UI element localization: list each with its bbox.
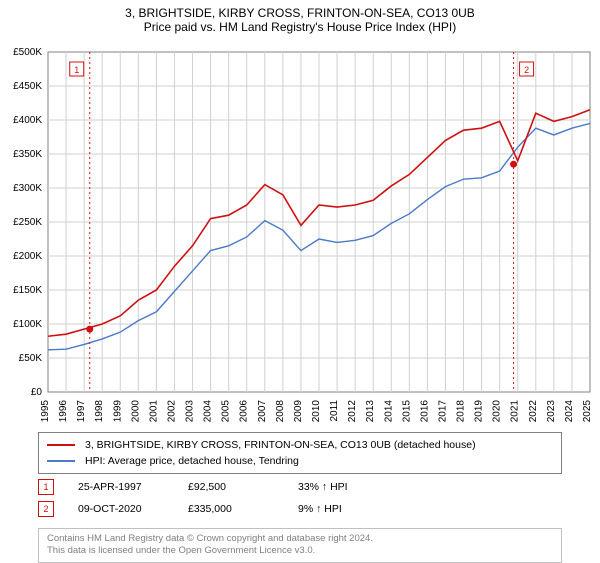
svg-text:2: 2 <box>524 65 529 75</box>
svg-text:2024: 2024 <box>564 400 575 423</box>
footer-line-1: Contains HM Land Registry data © Crown c… <box>47 533 553 545</box>
sale-marker: 2 <box>38 501 54 517</box>
svg-text:1996: 1996 <box>58 400 69 423</box>
svg-text:2002: 2002 <box>166 400 177 423</box>
svg-text:2015: 2015 <box>401 400 412 423</box>
svg-text:£500K: £500K <box>13 47 42 58</box>
legend-swatch-property <box>47 444 75 446</box>
svg-text:£200K: £200K <box>13 251 42 262</box>
legend-row-hpi: HPI: Average price, detached house, Tend… <box>47 453 553 469</box>
legend-swatch-hpi <box>47 460 75 462</box>
sale-delta: 9% ↑ HPI <box>298 503 408 515</box>
svg-text:£350K: £350K <box>13 149 42 160</box>
svg-text:2013: 2013 <box>365 400 376 423</box>
svg-text:£150K: £150K <box>13 285 42 296</box>
svg-text:2018: 2018 <box>456 400 467 423</box>
sale-marker: 1 <box>38 479 54 495</box>
svg-text:2007: 2007 <box>257 400 268 423</box>
svg-text:2014: 2014 <box>383 400 394 423</box>
svg-text:£300K: £300K <box>13 183 42 194</box>
title-block: 3, BRIGHTSIDE, KIRBY CROSS, FRINTON-ON-S… <box>0 0 600 46</box>
svg-text:2025: 2025 <box>582 400 593 423</box>
sale-price: £335,000 <box>188 503 298 515</box>
footer: Contains HM Land Registry data © Crown c… <box>38 528 562 563</box>
svg-text:2012: 2012 <box>347 400 358 423</box>
chart-svg: £0 £50K £100K £150K £200K £250K £300K £350K £400… <box>0 46 600 426</box>
svg-text:2019: 2019 <box>474 400 485 423</box>
sale-row: 2 09-OCT-2020£335,0009% ↑ HPI <box>38 500 562 518</box>
svg-text:2011: 2011 <box>329 400 340 422</box>
svg-text:2001: 2001 <box>148 400 159 423</box>
svg-text:2000: 2000 <box>130 400 141 423</box>
svg-text:2016: 2016 <box>419 400 430 423</box>
svg-text:£450K: £450K <box>13 81 42 92</box>
svg-text:2005: 2005 <box>221 400 232 423</box>
svg-text:2006: 2006 <box>239 400 250 423</box>
title-address: 3, BRIGHTSIDE, KIRBY CROSS, FRINTON-ON-S… <box>0 6 600 20</box>
footer-line-2: This data is licensed under the Open Gov… <box>47 545 553 557</box>
svg-text:2021: 2021 <box>510 400 521 423</box>
title-subtitle: Price paid vs. HM Land Registry's House … <box>0 20 600 34</box>
svg-text:£50K: £50K <box>19 353 43 364</box>
svg-text:£250K: £250K <box>13 217 42 228</box>
svg-text:£0: £0 <box>31 387 43 398</box>
sale-date: 25-APR-1997 <box>78 481 188 493</box>
svg-text:2004: 2004 <box>203 400 214 423</box>
chart-container: 3, BRIGHTSIDE, KIRBY CROSS, FRINTON-ON-S… <box>0 0 600 560</box>
svg-text:2003: 2003 <box>185 400 196 423</box>
sale-delta: 33% ↑ HPI <box>298 481 408 493</box>
svg-text:2020: 2020 <box>492 400 503 423</box>
svg-text:£400K: £400K <box>13 115 42 126</box>
legend: 3, BRIGHTSIDE, KIRBY CROSS, FRINTON-ON-S… <box>38 432 562 474</box>
legend-label-property: 3, BRIGHTSIDE, KIRBY CROSS, FRINTON-ON-S… <box>85 439 476 451</box>
legend-row-property: 3, BRIGHTSIDE, KIRBY CROSS, FRINTON-ON-S… <box>47 437 553 453</box>
svg-text:1999: 1999 <box>112 400 123 423</box>
svg-text:2017: 2017 <box>437 400 448 423</box>
legend-label-hpi: HPI: Average price, detached house, Tend… <box>85 455 299 467</box>
sale-price: £92,500 <box>188 481 298 493</box>
sale-row: 1 25-APR-1997£92,50033% ↑ HPI <box>38 478 562 496</box>
svg-text:1: 1 <box>74 65 79 75</box>
svg-text:2010: 2010 <box>311 400 322 423</box>
svg-text:£100K: £100K <box>13 319 42 330</box>
chart-area: £0 £50K £100K £150K £200K £250K £300K £350K £400… <box>0 46 600 426</box>
svg-text:2023: 2023 <box>546 400 557 423</box>
svg-text:1995: 1995 <box>40 400 51 423</box>
sales-list: 1 25-APR-1997£92,50033% ↑ HPI 2 09-OCT-2020… <box>0 478 600 518</box>
svg-text:2008: 2008 <box>275 400 286 423</box>
svg-text:1998: 1998 <box>94 400 105 423</box>
svg-text:1997: 1997 <box>76 400 87 423</box>
svg-text:2009: 2009 <box>293 400 304 423</box>
sale-date: 09-OCT-2020 <box>78 503 188 515</box>
svg-text:2022: 2022 <box>528 400 539 423</box>
